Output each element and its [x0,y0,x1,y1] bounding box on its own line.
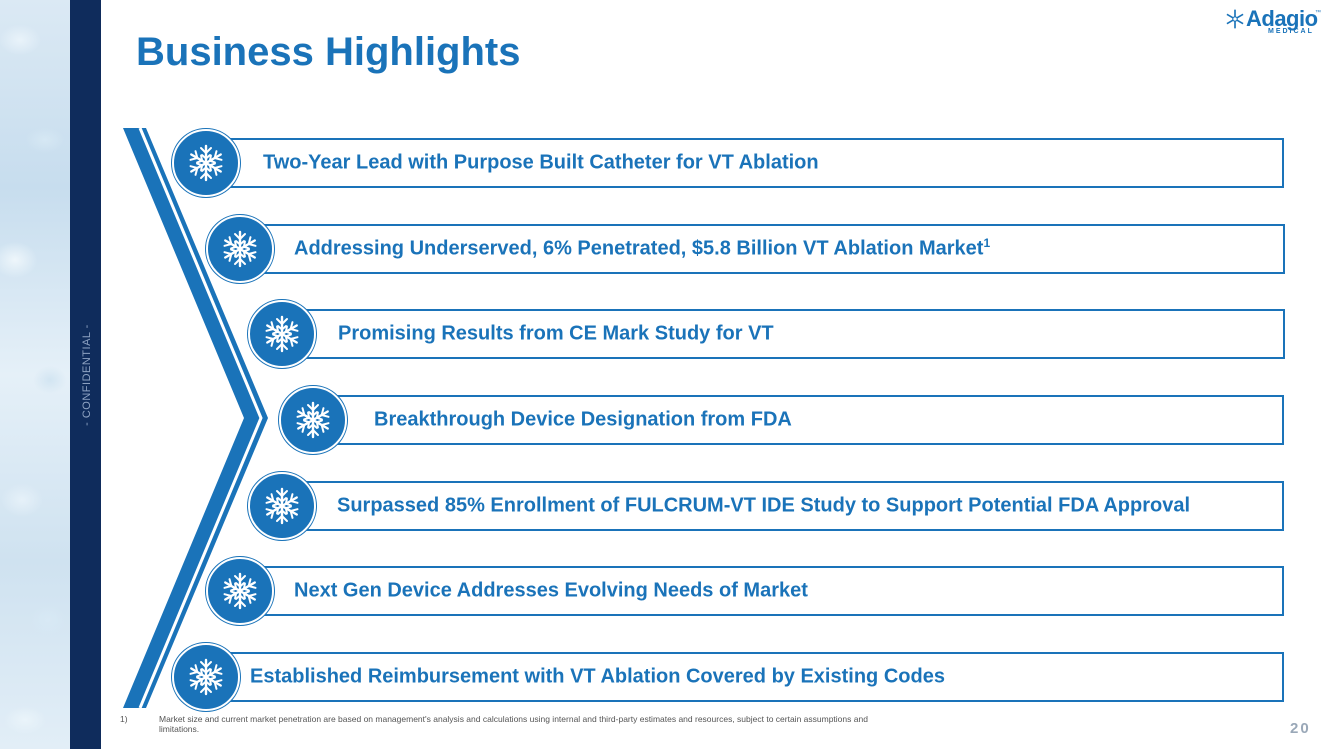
highlight-text: Two-Year Lead with Purpose Built Cathete… [263,151,819,174]
snowflake-icon [248,300,316,368]
navy-side-bar [70,0,101,749]
highlight-row: Promising Results from CE Mark Study for… [282,309,1285,359]
page-number: 20 [1290,720,1311,737]
highlight-row: Addressing Underserved, 6% Penetrated, $… [239,224,1285,274]
highlight-box [239,566,1284,616]
highlight-text: Promising Results from CE Mark Study for… [338,322,774,345]
page-title: Business Highlights [136,30,521,74]
logo-subtitle: MEDICAL [1268,28,1314,35]
highlight-text: Surpassed 85% Enrollment of FULCRUM-VT I… [337,494,1191,517]
highlight-box [313,395,1284,445]
frost-sidebar-image [0,0,70,749]
highlight-row: Surpassed 85% Enrollment of FULCRUM-VT I… [282,481,1284,531]
highlight-text: Next Gen Device Addresses Evolving Needs… [294,579,808,602]
highlight-box [282,481,1284,531]
logo-wordmark: Adagio [1246,6,1318,31]
company-logo: Adagio ™ MEDICAL [1224,6,1324,40]
logo-trademark: ™ [1315,10,1321,16]
highlight-box [206,652,1284,702]
snowflake-icon [172,643,240,711]
snowflake-icon [206,215,274,283]
highlight-box [282,309,1285,359]
highlight-row: Next Gen Device Addresses Evolving Needs… [239,566,1284,616]
highlight-text: Addressing Underserved, 6% Penetrated, $… [294,235,991,260]
snowflake-icon [172,129,240,197]
highlight-row: Two-Year Lead with Purpose Built Cathete… [206,138,1284,188]
highlight-row: Breakthrough Device Designation from FDA [313,395,1284,445]
highlight-row: Established Reimbursement with VT Ablati… [206,652,1284,702]
highlight-text: Breakthrough Device Designation from FDA [374,408,792,431]
logo-snowflake-icon [1226,9,1244,29]
footnote-number: 1) [120,714,128,724]
highlight-text: Established Reimbursement with VT Ablati… [250,665,945,688]
snowflake-icon [279,386,347,454]
highlight-box [239,224,1285,274]
footnote-text: Market size and current market penetrati… [159,714,868,734]
snowflake-icon [248,472,316,540]
snowflake-icon [206,557,274,625]
